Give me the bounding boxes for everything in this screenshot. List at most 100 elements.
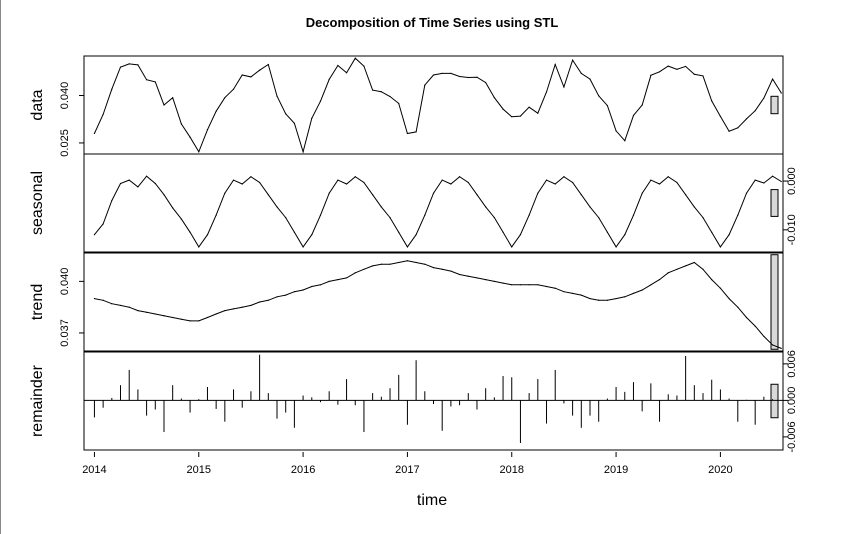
data-point-data [424,84,426,86]
data-point-data [224,97,226,99]
data-point-data [554,63,556,66]
data-point-data [441,72,443,74]
data-point-trend [372,265,374,267]
y-tick-label-data: 0.040 [59,82,71,110]
data-point-seasonal [606,231,608,233]
data-point-data [745,118,748,120]
x-axis-title: time [417,492,447,509]
data-point-seasonal [215,214,217,216]
data-point-trend [485,279,487,281]
data-point-trend [206,316,209,319]
data-point-seasonal [319,214,322,216]
x-tick-label: 2017 [395,464,419,476]
data-point-seasonal [224,192,226,194]
data-point-seasonal [398,231,400,233]
data-point-trend [337,279,339,281]
data-point-trend [311,285,313,288]
data-point-data [615,130,617,132]
panel-trend: trend 0.037 0.040 [29,252,784,352]
data-point-data [267,63,269,66]
data-point-data [467,76,469,79]
data-point-data [763,97,765,99]
data-point-seasonal [128,179,130,181]
panel-label-trend: trend [29,284,46,320]
data-point-trend [93,297,96,300]
data-point-data [259,69,261,71]
data-point-trend [285,294,287,296]
data-point-seasonal [241,183,243,185]
data-point-data [676,68,678,70]
data-point-data [693,73,695,75]
data-point-trend [737,306,739,308]
data-point-seasonal [345,183,348,185]
data-point-seasonal [519,234,522,236]
chart-title: Decomposition of Time Series using STL [306,15,559,30]
data-point-seasonal [102,223,104,225]
data-point-trend [745,316,748,319]
data-point-data [528,106,530,108]
data-point-seasonal [93,234,96,236]
data-point-trend [624,296,626,298]
data-point-data [702,75,704,77]
data-point-trend [380,263,382,265]
data-point-data [519,115,522,117]
data-point-data [319,100,322,102]
data-point-data [232,88,235,90]
data-point-trend [267,299,269,301]
data-point-seasonal [528,214,530,216]
range-bar-data [770,95,779,115]
data-point-seasonal [554,183,556,185]
data-point-trend [137,309,139,312]
data-point-seasonal [641,192,643,194]
data-point-trend [319,284,322,286]
x-tick-label: 2014 [82,464,106,476]
data-point-trend [241,306,243,308]
data-point-seasonal [667,176,669,178]
data-point-data [728,130,730,132]
data-point-trend [232,308,235,310]
data-point-data [485,81,487,84]
data-point-seasonal [711,231,713,233]
data-point-data [563,86,565,88]
data-point-trend [250,304,252,307]
data-point-trend [519,284,522,286]
data-point-seasonal [285,217,287,219]
data-point-seasonal [685,194,687,196]
data-point-data [650,74,652,76]
data-point-data [345,72,348,74]
data-point-data [754,110,756,112]
data-point-seasonal [719,246,722,248]
data-point-data [589,78,591,80]
data-point-data [641,104,643,106]
data-point-data [406,132,409,135]
x-axis: 2014 2015 2016 2017 2018 2019 2020 [82,452,733,476]
data-point-seasonal [737,214,739,216]
data-point-seasonal [589,206,591,208]
data-point-seasonal [372,194,374,196]
series-line-data [93,57,782,154]
data-point-seasonal [754,179,756,181]
data-point-data [658,71,661,73]
data-point-data [276,95,278,97]
data-point-trend [493,280,495,282]
data-point-trend [589,297,591,300]
data-point-seasonal [145,175,148,177]
data-point-data [537,112,539,114]
data-point-seasonal [745,192,748,194]
data-point-trend [780,347,782,350]
data-point-data [737,127,739,129]
data-point-data [711,100,713,102]
data-point-trend [771,344,774,346]
data-point-data [172,97,174,99]
data-point-seasonal [728,234,730,236]
data-point-data [111,88,113,90]
data-point-seasonal [537,192,539,194]
data-point-trend [163,315,165,317]
data-point-data [363,65,365,67]
data-point-seasonal [493,217,495,219]
data-point-trend [658,279,661,281]
data-point-data [302,151,304,153]
data-point-data [102,113,104,116]
data-point-trend [615,297,617,300]
